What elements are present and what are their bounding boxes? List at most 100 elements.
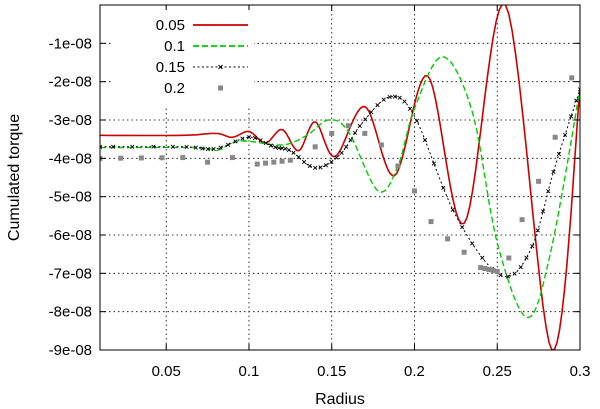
series-marker: [200, 146, 205, 151]
series-marker: [339, 150, 344, 155]
series-marker: [460, 225, 465, 230]
x-tick-label: 0.05: [152, 363, 181, 380]
series-point: [271, 159, 277, 165]
series-marker: [100, 144, 103, 149]
series-marker: [375, 102, 380, 108]
series-marker: [268, 143, 273, 148]
series-point: [552, 134, 558, 140]
series-marker: [329, 159, 334, 164]
series-marker: [577, 87, 580, 92]
legend: 0.05 0.1 0.15 0.2: [112, 10, 254, 106]
series-point: [445, 236, 451, 242]
series-point: [180, 155, 186, 161]
series-point: [205, 159, 211, 165]
y-tick-label: -6e-08: [49, 227, 92, 244]
series-point: [395, 163, 401, 169]
series-point: [411, 188, 417, 194]
series-marker: [151, 144, 156, 149]
series-point: [263, 160, 269, 166]
series-point: [279, 158, 285, 164]
series-marker: [357, 123, 362, 129]
series-marker: [334, 155, 339, 160]
series-marker: [301, 159, 307, 165]
series-point: [461, 249, 467, 255]
series-marker: [568, 114, 574, 119]
series-marker: [258, 138, 263, 143]
series-marker: [130, 144, 135, 149]
series-marker: [574, 98, 579, 103]
series-marker: [225, 142, 231, 147]
series-marker: [450, 207, 455, 212]
series-marker: [540, 209, 546, 214]
series-2: 0.01,-3.7e-80.06,-3.7e-80.08,-3.75e-80.1…: [100, 87, 580, 279]
series-3: 0.01,-4e-80.06,-3.98e-80.075,-4.1e-80.09…: [100, 75, 575, 274]
series-point: [159, 155, 165, 161]
series-marker: [252, 135, 258, 141]
series-marker: [530, 244, 535, 249]
x-axis-label: Radius: [315, 391, 365, 408]
series-marker: [344, 144, 349, 150]
y-tick-label: -3e-08: [49, 112, 92, 129]
series-marker: [518, 264, 523, 270]
series-marker: [392, 94, 398, 99]
y-tick-label: -5e-08: [49, 189, 92, 206]
tick-marks: [100, 5, 581, 351]
series-point: [428, 219, 434, 225]
series-marker: [441, 185, 446, 191]
series-marker: [184, 144, 189, 150]
series-marker: [562, 132, 568, 138]
series-marker: [279, 146, 285, 151]
series-point: [506, 255, 512, 261]
series-point: [482, 266, 488, 272]
series-marker: [407, 106, 413, 111]
series-point: [362, 130, 368, 136]
series-point: [490, 267, 496, 273]
series-marker: [546, 189, 551, 194]
series-marker: [422, 137, 428, 143]
series-point: [494, 268, 500, 274]
series-marker: [348, 137, 353, 143]
series-marker: [535, 228, 540, 233]
y-tick-label: -7e-08: [49, 265, 92, 282]
series-point: [519, 217, 525, 223]
series-marker: [363, 117, 368, 122]
x-tick-label: 0.25: [483, 363, 512, 380]
series-marker: [431, 161, 437, 166]
legend-marker: [218, 64, 223, 70]
series-marker: [470, 241, 475, 246]
legend-label: 0.15: [156, 59, 185, 76]
x-tick-label: 0.3: [570, 363, 591, 380]
series-marker: [211, 146, 216, 152]
series-marker: [556, 151, 562, 157]
series-point: [287, 157, 293, 163]
series-point: [138, 155, 144, 161]
series-marker: [218, 145, 223, 150]
series-line: [100, 5, 580, 350]
series-marker: [387, 94, 392, 100]
series-point: [478, 265, 484, 271]
series-marker: [170, 144, 175, 149]
legend-background: [112, 10, 254, 106]
series-marker: [551, 169, 556, 175]
series-marker: [524, 255, 529, 260]
y-tick-label: -1e-08: [49, 35, 92, 52]
legend-label: 0.05: [156, 17, 185, 34]
series-line: [100, 89, 580, 278]
y-tick-label: -4e-08: [49, 150, 92, 167]
series-marker: [283, 146, 288, 151]
series-marker: [369, 109, 374, 115]
series-point: [486, 267, 492, 272]
series-marker: [313, 165, 318, 171]
series-point: [378, 142, 384, 148]
series-marker: [397, 95, 402, 100]
x-tick-label: 0.15: [317, 363, 346, 380]
series-marker: [273, 145, 278, 150]
series-marker: [296, 154, 301, 160]
series-point: [345, 123, 351, 129]
plot-frame: [99, 4, 581, 351]
series-marker: [111, 144, 116, 149]
series-0: 0.01,-3.4e-80.06,-3.4e-80.08,-3.35e-80.0…: [100, 5, 580, 350]
series-marker: [246, 135, 252, 140]
x-tick-label: 0.1: [239, 363, 260, 380]
series-marker: [193, 145, 198, 150]
